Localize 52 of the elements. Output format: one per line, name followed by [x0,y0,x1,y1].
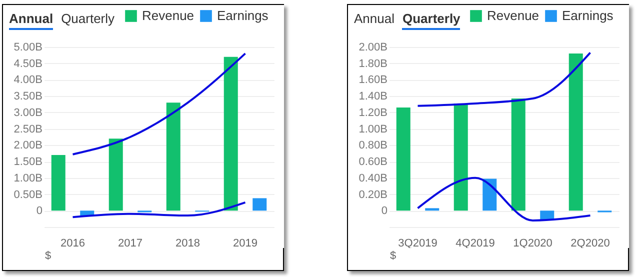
y-tick-label: 0 [381,205,388,218]
y-tick-label: 1.40B [358,90,388,103]
bar [396,108,410,211]
y-tick-label: 1.00B [358,123,388,136]
x-tick-label: 2019 [233,238,258,250]
x-tick-label: 2017 [118,238,142,250]
legend-label: Earnings [217,8,269,23]
y-tick-label: 5.00B [14,42,42,54]
x-tick-label: 2016 [60,238,85,250]
line-series [72,52,246,156]
y-tick-label: 1.60B [358,74,388,86]
bar [425,208,440,211]
text: Annual [354,11,394,28]
text: $ [45,250,52,262]
y-tick-label: 0.20B [358,188,388,201]
bar [166,102,180,211]
y-tick-label: 2.50B [14,123,42,136]
y-tick-label: 0 [36,205,42,218]
text: Quarterly [61,11,115,28]
bar [540,210,554,220]
line-series [72,201,246,218]
y-tick-label: 1.20B [358,106,388,119]
legend-label: Earnings [562,8,614,23]
y-tick-label: 3.00B [14,106,42,119]
text: $ [390,250,396,262]
bar [224,56,238,211]
y-tick-label: 1.50B [14,156,42,168]
y-tick-label: 2.00B [14,140,42,152]
y-tick-label: 0.60B [358,156,388,168]
legend-label: Revenue [487,8,540,23]
y-tick-label: 0.40B [358,172,388,184]
line-series [416,176,592,222]
y-tick-label: 1.00B [14,172,42,184]
bar [108,138,123,211]
text: Quarterly [402,11,460,30]
y-tick-label: 0.50B [14,188,42,201]
bar [454,103,468,211]
bar [482,178,497,211]
x-tick-label: 2018 [176,238,200,250]
bar [568,54,583,211]
y-tick-label: 4.50B [14,58,42,70]
y-tick-label: 2.00B [358,42,388,54]
y-tick-label: 4.00B [14,74,42,86]
bar [51,155,66,211]
legend-label: Revenue [142,8,194,23]
bar [511,98,526,211]
text: Annual [9,11,54,30]
bar [252,198,267,211]
line-series [416,52,592,107]
y-tick-label: 0.80B [358,140,388,152]
y-tick-label: 1.80B [358,58,388,70]
y-tick-label: 3.50B [14,90,42,103]
